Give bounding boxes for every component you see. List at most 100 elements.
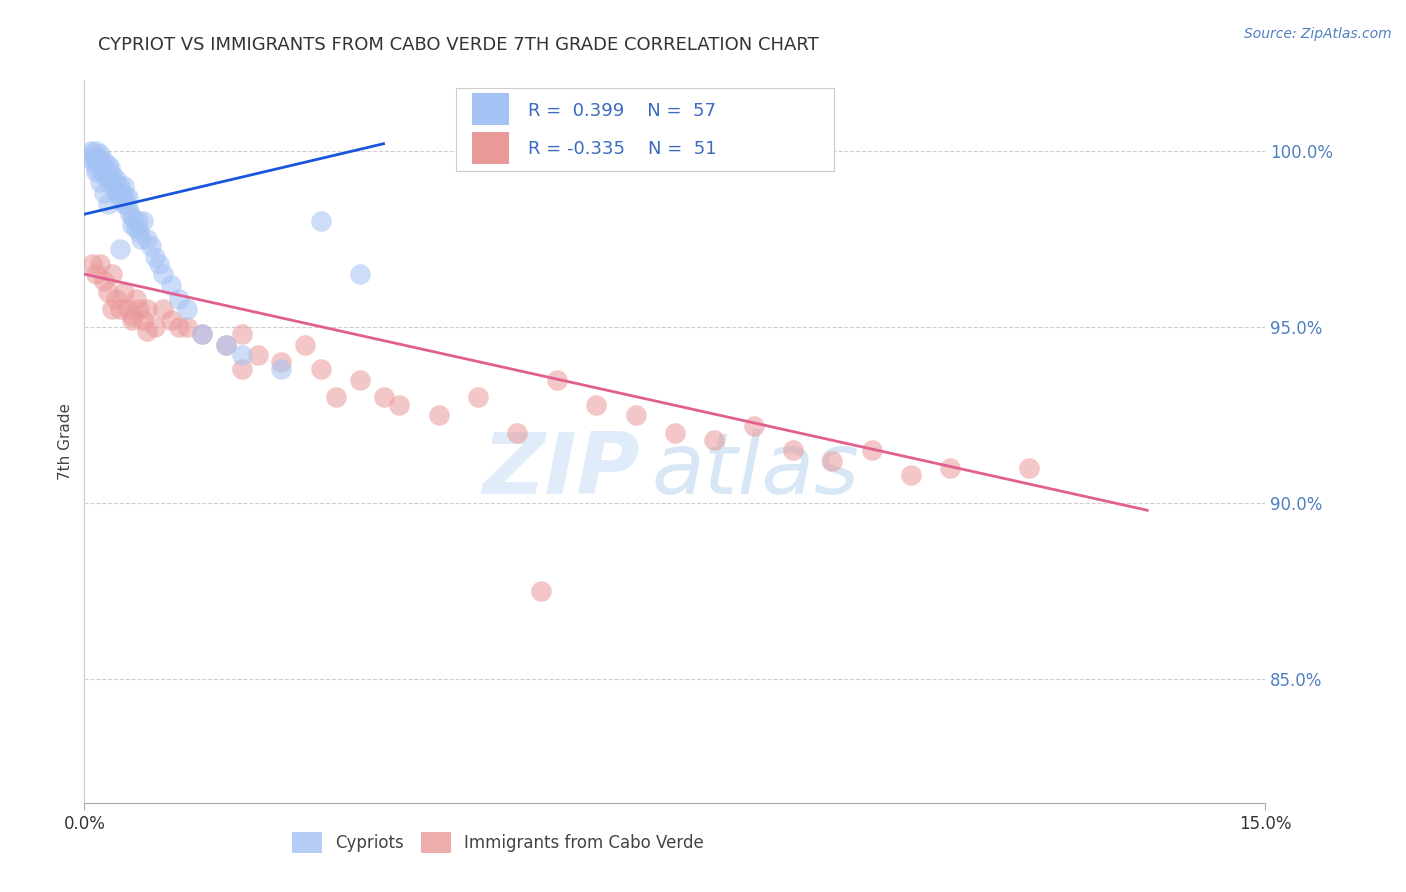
Point bbox=[132, 214, 155, 228]
Point bbox=[124, 221, 146, 235]
Text: atlas: atlas bbox=[651, 429, 859, 512]
Point bbox=[231, 362, 253, 376]
Point bbox=[93, 274, 115, 288]
Point bbox=[82, 147, 104, 161]
Point bbox=[97, 158, 120, 172]
Point bbox=[89, 256, 111, 270]
Point bbox=[349, 267, 371, 281]
Point bbox=[87, 151, 110, 165]
Point bbox=[585, 398, 607, 412]
Point bbox=[97, 285, 120, 299]
Point bbox=[97, 196, 120, 211]
Point bbox=[782, 443, 804, 458]
Point bbox=[89, 147, 111, 161]
Point bbox=[215, 337, 238, 351]
Point bbox=[136, 324, 159, 338]
Point bbox=[939, 461, 962, 475]
Point bbox=[129, 232, 152, 246]
Point bbox=[84, 161, 107, 176]
Point bbox=[124, 292, 146, 306]
Point bbox=[108, 193, 131, 207]
Point bbox=[89, 176, 111, 190]
Point bbox=[191, 326, 214, 341]
Y-axis label: 7th Grade: 7th Grade bbox=[58, 403, 73, 480]
Point bbox=[325, 391, 347, 405]
Text: Source: ZipAtlas.com: Source: ZipAtlas.com bbox=[1244, 27, 1392, 41]
Point bbox=[152, 302, 174, 317]
Point bbox=[96, 165, 118, 179]
Point bbox=[103, 176, 125, 190]
Point bbox=[143, 250, 166, 264]
Point bbox=[703, 433, 725, 447]
Point bbox=[108, 179, 131, 194]
Point bbox=[89, 158, 111, 172]
Point bbox=[309, 362, 332, 376]
Point bbox=[121, 218, 143, 232]
Point bbox=[160, 313, 183, 327]
Point bbox=[101, 302, 124, 317]
Point bbox=[83, 154, 105, 169]
Point bbox=[107, 186, 129, 200]
Point bbox=[624, 408, 647, 422]
Point bbox=[77, 151, 100, 165]
Point bbox=[121, 313, 143, 327]
Point bbox=[427, 408, 450, 422]
Point bbox=[1018, 461, 1040, 475]
Point bbox=[93, 154, 115, 169]
Point bbox=[117, 200, 139, 214]
Point bbox=[148, 256, 170, 270]
Point bbox=[860, 443, 883, 458]
Point bbox=[900, 468, 922, 483]
Point bbox=[101, 179, 124, 194]
Point bbox=[108, 243, 131, 257]
Point bbox=[136, 232, 159, 246]
Point bbox=[101, 169, 124, 183]
Legend: Cypriots, Immigrants from Cabo Verde: Cypriots, Immigrants from Cabo Verde bbox=[285, 826, 710, 860]
Point bbox=[84, 165, 107, 179]
Point bbox=[167, 320, 190, 334]
Point bbox=[664, 425, 686, 440]
Point bbox=[530, 584, 553, 599]
Point bbox=[111, 186, 134, 200]
Point bbox=[112, 196, 135, 211]
Point bbox=[104, 182, 127, 196]
Point bbox=[90, 161, 112, 176]
Point bbox=[742, 418, 765, 433]
Point bbox=[117, 302, 139, 317]
Point bbox=[388, 398, 411, 412]
Point bbox=[506, 425, 529, 440]
Point bbox=[215, 337, 238, 351]
Point bbox=[82, 256, 104, 270]
Point bbox=[114, 189, 136, 203]
Point bbox=[373, 391, 395, 405]
Point bbox=[231, 326, 253, 341]
Point bbox=[121, 310, 143, 324]
Text: CYPRIOT VS IMMIGRANTS FROM CABO VERDE 7TH GRADE CORRELATION CHART: CYPRIOT VS IMMIGRANTS FROM CABO VERDE 7T… bbox=[98, 36, 820, 54]
Point bbox=[167, 292, 190, 306]
Point bbox=[546, 373, 568, 387]
Point bbox=[191, 326, 214, 341]
Point bbox=[108, 302, 131, 317]
Point bbox=[98, 161, 121, 176]
Point bbox=[160, 277, 183, 292]
Point bbox=[270, 362, 292, 376]
Point bbox=[104, 172, 127, 186]
Point bbox=[176, 302, 198, 317]
Point bbox=[128, 302, 150, 317]
Point bbox=[246, 348, 269, 362]
Point bbox=[93, 169, 115, 183]
Point bbox=[84, 144, 107, 158]
Point bbox=[84, 267, 107, 281]
Point bbox=[122, 211, 145, 225]
Point bbox=[152, 267, 174, 281]
Point bbox=[97, 172, 120, 186]
Point bbox=[349, 373, 371, 387]
Point bbox=[117, 189, 139, 203]
Point bbox=[79, 144, 101, 158]
Point bbox=[309, 214, 332, 228]
Point bbox=[231, 348, 253, 362]
Point bbox=[118, 207, 141, 221]
Point bbox=[127, 214, 149, 228]
Point bbox=[143, 320, 166, 334]
Point bbox=[176, 320, 198, 334]
